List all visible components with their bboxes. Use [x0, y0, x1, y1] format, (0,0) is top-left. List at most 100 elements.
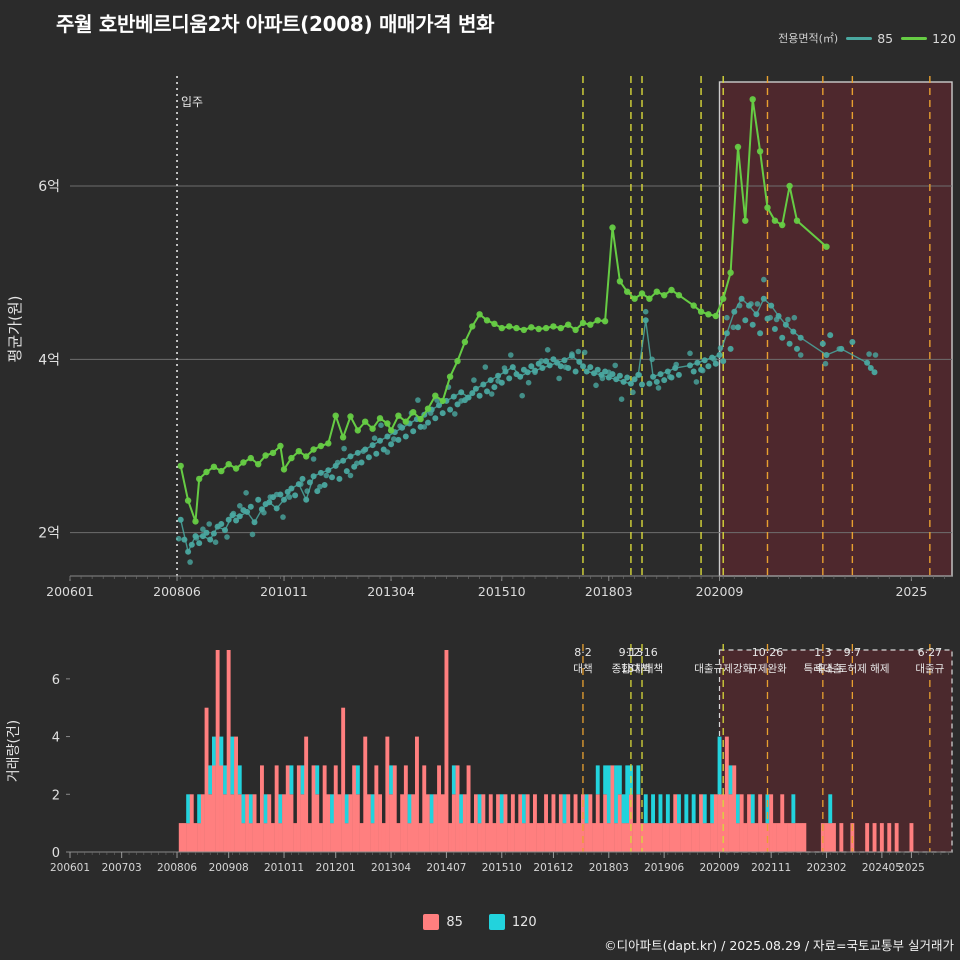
data-point [749, 321, 756, 328]
data-point [218, 521, 225, 527]
data-point [720, 358, 727, 365]
data-point [210, 530, 217, 537]
data-point [436, 402, 442, 409]
data-point [742, 317, 749, 324]
data-point [506, 375, 513, 382]
bar-85 [776, 823, 781, 852]
y-axis-label: 거래량(건) [6, 720, 22, 782]
bar-120 [684, 794, 689, 824]
bar-85 [241, 823, 246, 852]
x-tick-label: 202009 [699, 862, 739, 874]
bar-85 [252, 794, 257, 852]
data-point [587, 321, 594, 328]
data-point [587, 364, 594, 371]
data-point [791, 314, 798, 321]
bar-85 [772, 823, 777, 852]
bar-85 [451, 794, 456, 852]
data-point [871, 369, 878, 376]
data-point [230, 510, 237, 517]
bar-120 [355, 765, 360, 795]
data-point [323, 472, 330, 479]
data-point [484, 388, 490, 395]
data-point [624, 288, 631, 295]
legend-bottom-item-120[interactable]: 120 [488, 914, 537, 930]
data-point [538, 358, 545, 364]
bar-120 [315, 765, 320, 795]
bar-120 [614, 765, 619, 824]
bar-85 [440, 794, 445, 852]
legend-top-item-85[interactable]: 85 [846, 31, 893, 46]
bar-120 [621, 794, 626, 824]
bar-85 [296, 765, 301, 852]
data-point [557, 363, 564, 370]
bar-120 [595, 765, 600, 795]
data-point [498, 324, 505, 332]
data-point [369, 425, 376, 432]
bar-120 [651, 794, 655, 824]
price-chart[interactable]: 2억 4억 6억 입주 200601 200806 201011 201304 201510 20… [0, 48, 960, 608]
x-tick-label: 200806 [157, 862, 197, 874]
data-point [581, 349, 588, 356]
data-point [827, 332, 834, 339]
data-point [410, 428, 417, 435]
bar-85 [544, 794, 548, 852]
data-point [347, 472, 354, 479]
bar-85 [237, 794, 242, 852]
bar-85 [355, 794, 360, 852]
bar-120 [278, 794, 283, 824]
data-point [329, 474, 335, 481]
data-point [705, 363, 712, 370]
data-point [225, 461, 232, 468]
legend-bottom-item-85[interactable]: 85 [423, 914, 463, 930]
bar-85 [584, 823, 589, 852]
data-point [469, 390, 476, 397]
bar-85 [555, 823, 560, 852]
footer-credit: ©디아파트(dapt.kr) / 2025.08.29 / 자료=국토교통부 실… [604, 938, 954, 953]
data-point [495, 378, 501, 384]
data-point [748, 301, 754, 307]
data-point [768, 302, 775, 309]
data-point [292, 492, 299, 499]
data-point [439, 410, 446, 417]
bar-85 [747, 794, 751, 852]
data-point [341, 445, 347, 452]
legend-top-item-120[interactable]: 120 [901, 31, 956, 46]
bar-120 [499, 794, 504, 824]
bar-85 [285, 765, 290, 852]
x-tick-label: 201407 [426, 862, 466, 874]
bar-85 [319, 823, 323, 852]
bar-120 [828, 794, 833, 824]
data-point [192, 518, 199, 525]
bar-85 [699, 794, 703, 852]
policy-label: 축소 토허제 해제 [815, 662, 889, 675]
bar-85 [459, 823, 464, 852]
data-point [395, 436, 402, 443]
bar-85 [665, 823, 670, 852]
bar-85 [189, 794, 194, 852]
legend-line-85 [846, 36, 873, 40]
data-point [661, 377, 668, 384]
data-point [866, 351, 872, 357]
data-point [705, 311, 712, 318]
bar-120 [451, 765, 456, 795]
bar-85 [570, 823, 574, 852]
bar-85 [186, 823, 191, 852]
bar-85 [433, 794, 438, 852]
bar-85 [702, 823, 707, 852]
bar-85 [588, 794, 593, 852]
bar-85 [551, 794, 556, 852]
bar-120 [617, 765, 622, 795]
data-point [196, 540, 203, 547]
bar-120 [522, 794, 526, 824]
data-point [317, 483, 323, 490]
data-point [384, 433, 391, 440]
data-point [464, 394, 471, 401]
bar-120 [344, 794, 349, 824]
data-point [711, 356, 717, 363]
x-tick-label: 2025 [895, 584, 927, 599]
bar-85 [492, 823, 497, 852]
bar-85 [503, 794, 508, 852]
data-point [572, 368, 579, 375]
policy-date-label: 1·3 [814, 646, 832, 659]
